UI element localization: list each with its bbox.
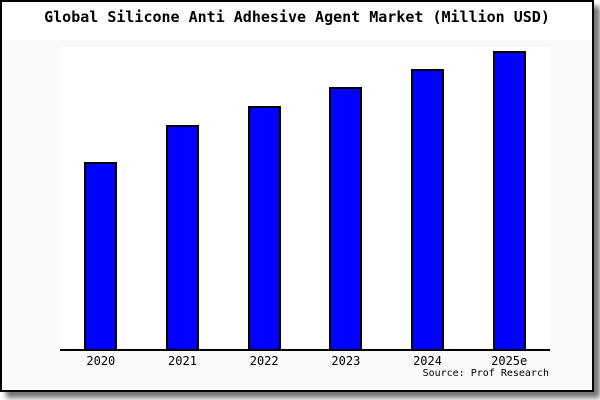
bar-slot-2021 bbox=[142, 47, 224, 349]
bar-slot-2020 bbox=[60, 47, 142, 349]
x-labels-row: 2020 2021 2022 2023 2024 2025e bbox=[60, 354, 550, 368]
x-tick-label-2023: 2023 bbox=[331, 354, 361, 368]
x-tick-label-2024: 2024 bbox=[413, 354, 442, 368]
bar-slot-2025e bbox=[468, 47, 550, 349]
bar-2022 bbox=[247, 106, 281, 349]
bar-2023 bbox=[329, 86, 363, 349]
bars-container bbox=[60, 47, 550, 349]
bar-slot-2024 bbox=[387, 47, 469, 349]
chart-title: Global Silicone Anti Adhesive Agent Mark… bbox=[44, 8, 550, 26]
source-credit: Source: Prof Research bbox=[422, 368, 549, 379]
bar-2025e bbox=[492, 50, 526, 349]
chart-panel: Global Silicone Anti Adhesive Agent Mark… bbox=[0, 0, 594, 392]
x-axis-line bbox=[60, 349, 550, 351]
bar-slot-2022 bbox=[223, 47, 305, 349]
bar-slot-2023 bbox=[305, 47, 387, 349]
x-tick-label-2022: 2022 bbox=[249, 354, 279, 368]
bar-2020 bbox=[84, 161, 118, 349]
bar-2024 bbox=[411, 68, 445, 349]
x-tick-label-2025e: 2025e bbox=[491, 354, 528, 368]
bar-2021 bbox=[166, 124, 199, 349]
title-band bbox=[2, 2, 592, 40]
x-tick-label-2021: 2021 bbox=[168, 354, 197, 368]
plot-area bbox=[60, 47, 550, 351]
x-tick-label-2020: 2020 bbox=[86, 354, 116, 368]
